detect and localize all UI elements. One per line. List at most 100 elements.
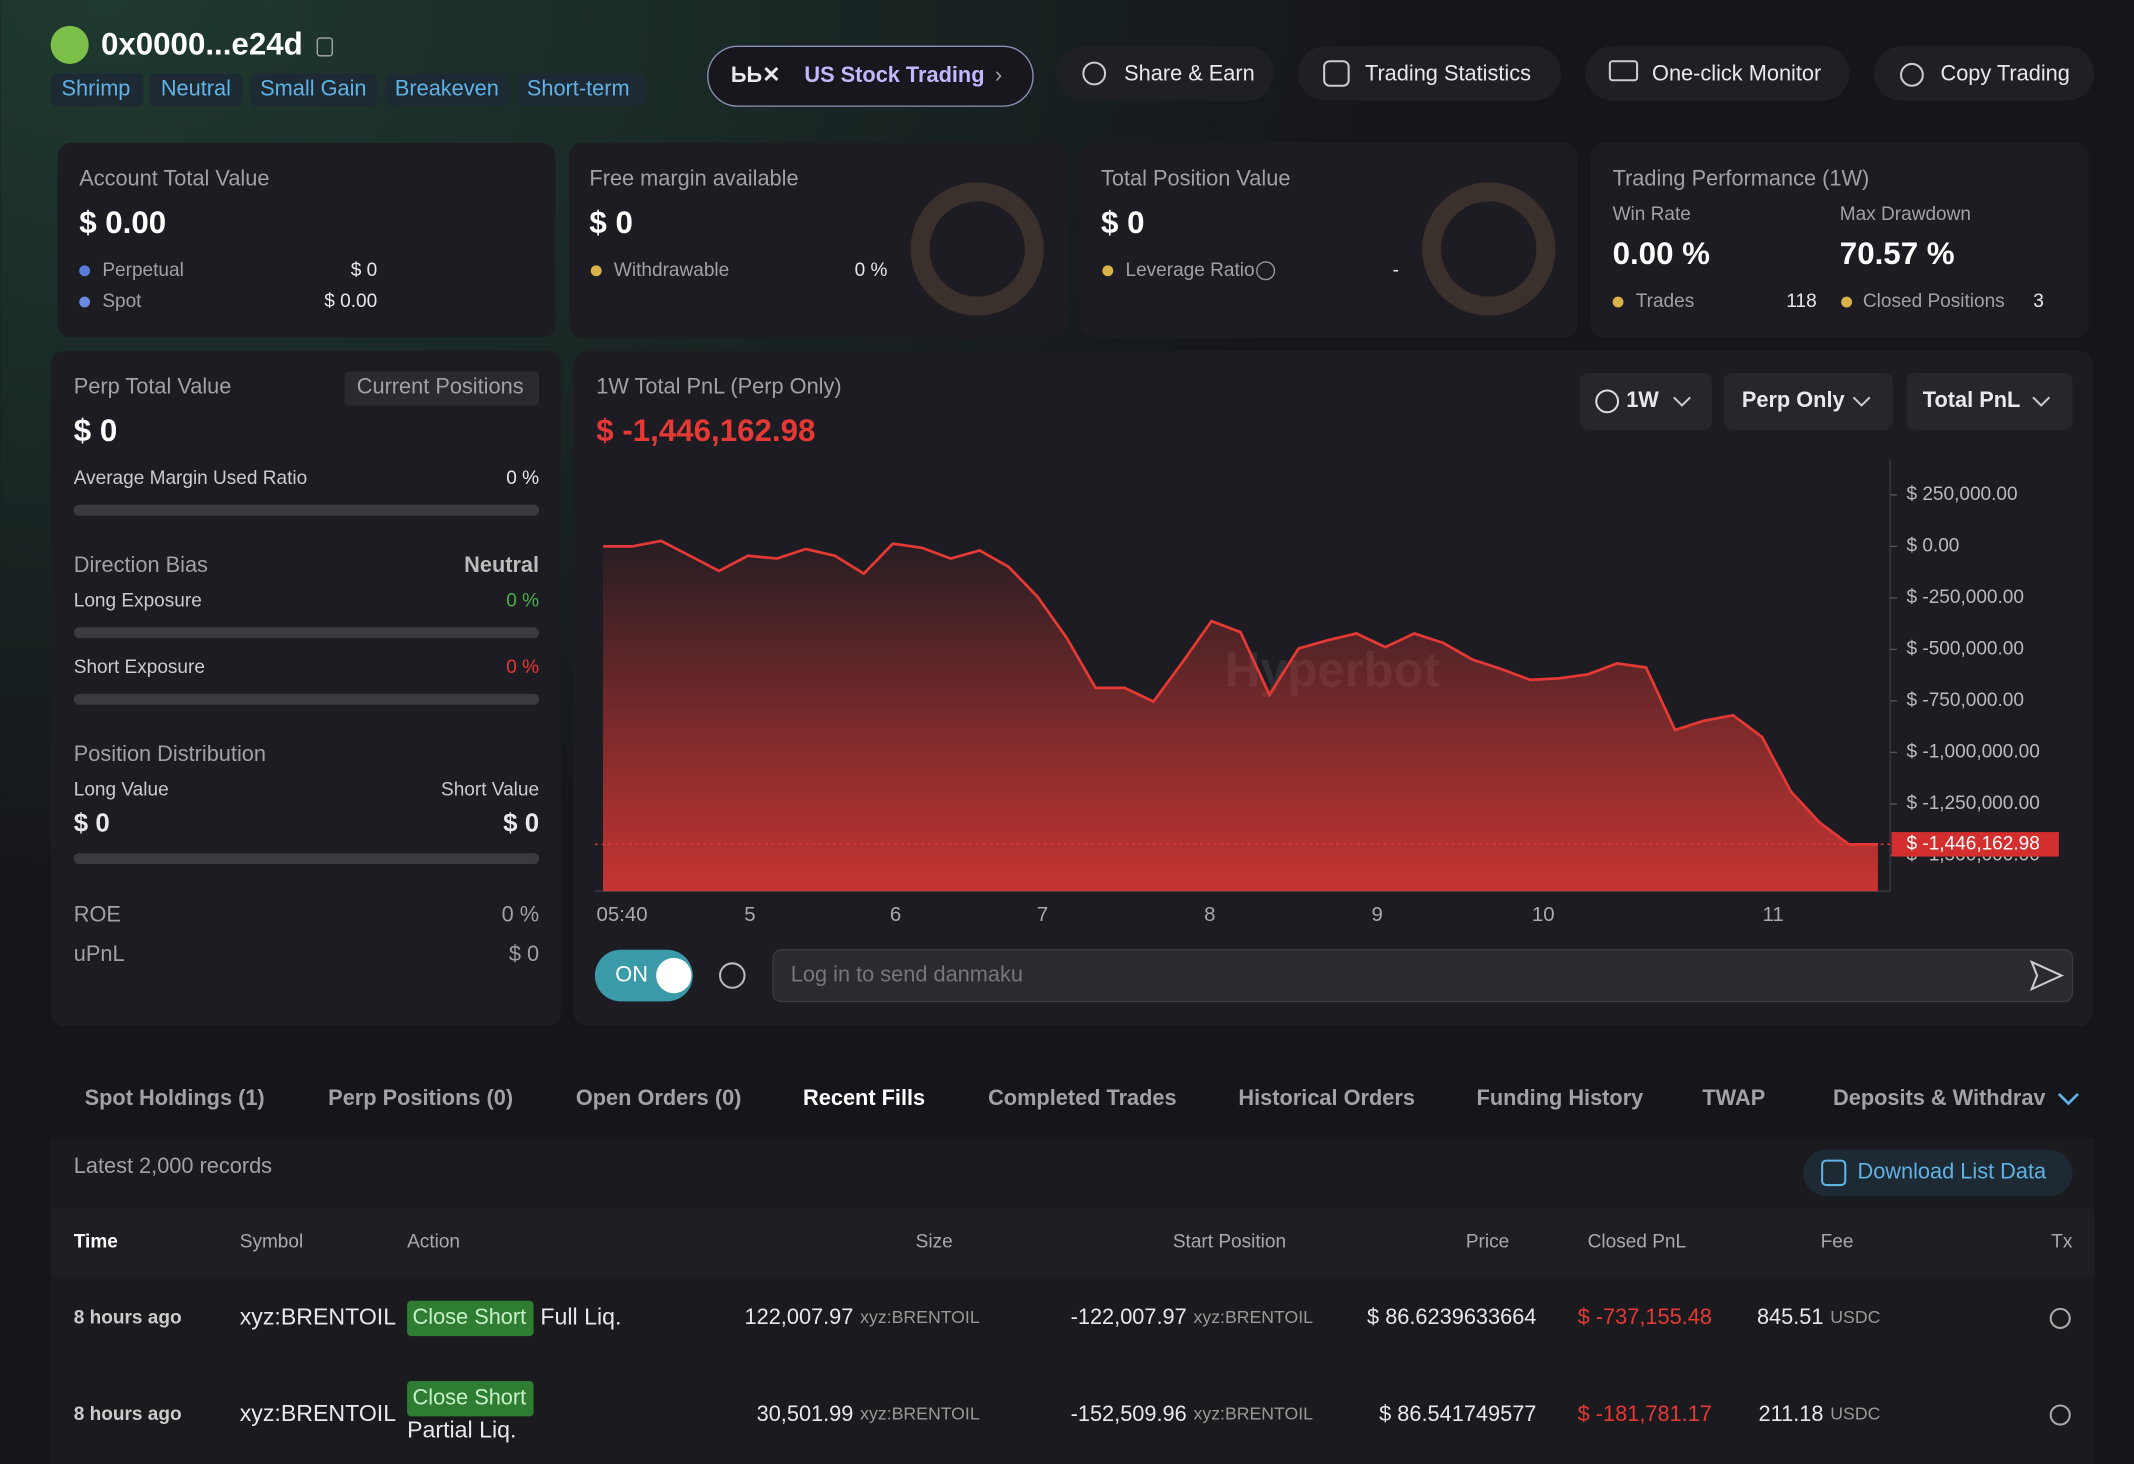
filter-label[interactable]: Perp Only xyxy=(1742,387,1845,412)
tabs-more[interactable] xyxy=(2057,1092,2079,1106)
tab[interactable]: Perp Positions (0) xyxy=(328,1085,513,1110)
account-card xyxy=(57,142,556,338)
progress xyxy=(73,504,540,516)
tx-link[interactable] xyxy=(2049,1404,2071,1426)
copy-icon[interactable] xyxy=(316,37,333,57)
row-label: Leverage Ratio xyxy=(1126,260,1255,281)
stats-button[interactable] xyxy=(1298,46,1561,101)
value: 0 % xyxy=(502,901,539,926)
card-title: Total Position Value xyxy=(1101,165,1290,190)
button-label[interactable]: US Stock Trading xyxy=(804,62,984,87)
filter[interactable] xyxy=(1906,372,2073,430)
action: Close Short xyxy=(413,1304,527,1329)
dot xyxy=(590,265,602,277)
x-tick-label: 5 xyxy=(744,904,755,926)
price: $ 86.541749577 xyxy=(1379,1401,1536,1426)
symbol: xyz:BRENTOIL xyxy=(240,1304,396,1330)
y-tick-label: $ 250,000.00 xyxy=(1906,484,2017,505)
button-label[interactable]: Copy Trading xyxy=(1941,61,2070,86)
y-tick-label: $ -250,000.00 xyxy=(1906,587,2023,608)
column-header[interactable]: Fee xyxy=(1821,1231,1854,1252)
button-label[interactable]: Trading Statistics xyxy=(1365,61,1531,86)
column-header[interactable]: Start Position xyxy=(1173,1231,1286,1252)
progress xyxy=(73,853,540,864)
row-label: Perpetual xyxy=(102,260,183,281)
filter[interactable] xyxy=(1579,372,1712,430)
y-tick-label: $ -1,000,000.00 xyxy=(1906,741,2039,762)
dot xyxy=(1102,265,1114,277)
column-header[interactable]: Tx xyxy=(2051,1231,2073,1252)
download-label[interactable]: Download List Data xyxy=(1858,1159,2048,1184)
tab[interactable]: Deposits & Withdrav xyxy=(1833,1085,2045,1110)
y-tick-label: $ 0.00 xyxy=(1906,535,1959,556)
action: Close Short xyxy=(413,1384,527,1409)
tag[interactable]: Breakeven xyxy=(395,76,499,101)
card-value: $ 0.00 xyxy=(79,205,166,240)
stat-label: Win Rate xyxy=(1613,204,1691,225)
share-button[interactable] xyxy=(1056,46,1274,101)
avatar xyxy=(50,25,89,64)
monitor-button[interactable] xyxy=(1585,46,1850,101)
liq: Partial Liq. xyxy=(407,1416,516,1442)
copy-button[interactable] xyxy=(1873,46,2095,101)
tab[interactable]: TWAP xyxy=(1702,1085,1765,1110)
us-stock-button[interactable] xyxy=(707,45,1034,107)
stat-label: Max Drawdown xyxy=(1840,204,1971,225)
row-value: $ 0 xyxy=(351,260,377,281)
tag[interactable]: Small Gain xyxy=(260,76,366,101)
dot xyxy=(1612,296,1624,308)
fee: 845.51 xyxy=(1757,1304,1824,1329)
danmaku-input[interactable] xyxy=(772,949,2074,1003)
column-header[interactable]: Size xyxy=(916,1231,953,1252)
tab[interactable]: Spot Holdings (1) xyxy=(85,1085,265,1110)
action-badge xyxy=(407,1300,534,1337)
settings-icon[interactable] xyxy=(719,962,746,989)
panel-tab[interactable]: Current Positions xyxy=(357,374,524,399)
button-label[interactable]: Share & Earn xyxy=(1124,61,1255,86)
stat-value: 70.57 % xyxy=(1840,236,1955,271)
tab[interactable]: Historical Orders xyxy=(1238,1085,1415,1110)
address: 0x0000...e24d xyxy=(101,27,303,62)
stat-value: 0.00 % xyxy=(1613,236,1710,271)
start: -152,509.96 xyxy=(1071,1401,1187,1426)
filter-label[interactable]: 1W xyxy=(1626,387,1659,412)
row-label: Withdrawable xyxy=(614,260,729,281)
help-icon[interactable] xyxy=(1256,261,1276,281)
tag[interactable]: Neutral xyxy=(161,76,231,101)
progress xyxy=(73,627,540,639)
filter-label[interactable]: Total PnL xyxy=(1923,387,2020,412)
tab[interactable]: Funding History xyxy=(1477,1085,1644,1110)
button-label[interactable]: One-click Monitor xyxy=(1652,61,1821,86)
send-icon[interactable] xyxy=(2029,959,2065,992)
filter[interactable] xyxy=(1724,372,1893,430)
tag[interactable]: Short-term xyxy=(527,76,630,101)
tab[interactable]: Open Orders (0) xyxy=(576,1085,742,1110)
label: Average Margin Used Ratio xyxy=(74,468,307,489)
x-tick-label: 6 xyxy=(890,904,901,926)
column-header[interactable]: Time xyxy=(74,1231,118,1252)
x-tick-label: 9 xyxy=(1372,904,1383,926)
tag[interactable]: Shrimp xyxy=(62,76,131,101)
tab[interactable]: Completed Trades xyxy=(988,1085,1177,1110)
table-header xyxy=(50,1208,2095,1277)
column-header[interactable]: Price xyxy=(1466,1231,1509,1252)
dot xyxy=(79,296,91,308)
y-tick-label: $ -750,000.00 xyxy=(1906,690,2023,711)
button-icons xyxy=(1082,60,1924,87)
size: 122,007.97 xyxy=(745,1304,854,1329)
table-body: Time Symbol Action Size Start Position Price C… xyxy=(74,1231,2073,1442)
plot: $ 250,000.00 $ 0.00 $ -250,000.00 $ -500,00… xyxy=(594,459,2059,926)
column-header[interactable]: Closed PnL xyxy=(1588,1231,1686,1252)
column-header[interactable]: Symbol xyxy=(240,1231,303,1252)
current-label: $ -1,446,162.98 xyxy=(1906,833,2039,854)
value: 0 % xyxy=(506,468,539,489)
label: Long Exposure xyxy=(74,590,202,611)
row-label: Trades xyxy=(1636,291,1695,312)
table xyxy=(50,1137,2095,1464)
line xyxy=(603,539,1878,846)
row-value: $ 0.00 xyxy=(324,291,377,312)
column-header[interactable]: Action xyxy=(407,1231,460,1252)
download-button[interactable] xyxy=(1803,1149,2073,1196)
tx-link[interactable] xyxy=(2049,1307,2071,1329)
tab[interactable]: Recent Fills xyxy=(803,1085,925,1110)
